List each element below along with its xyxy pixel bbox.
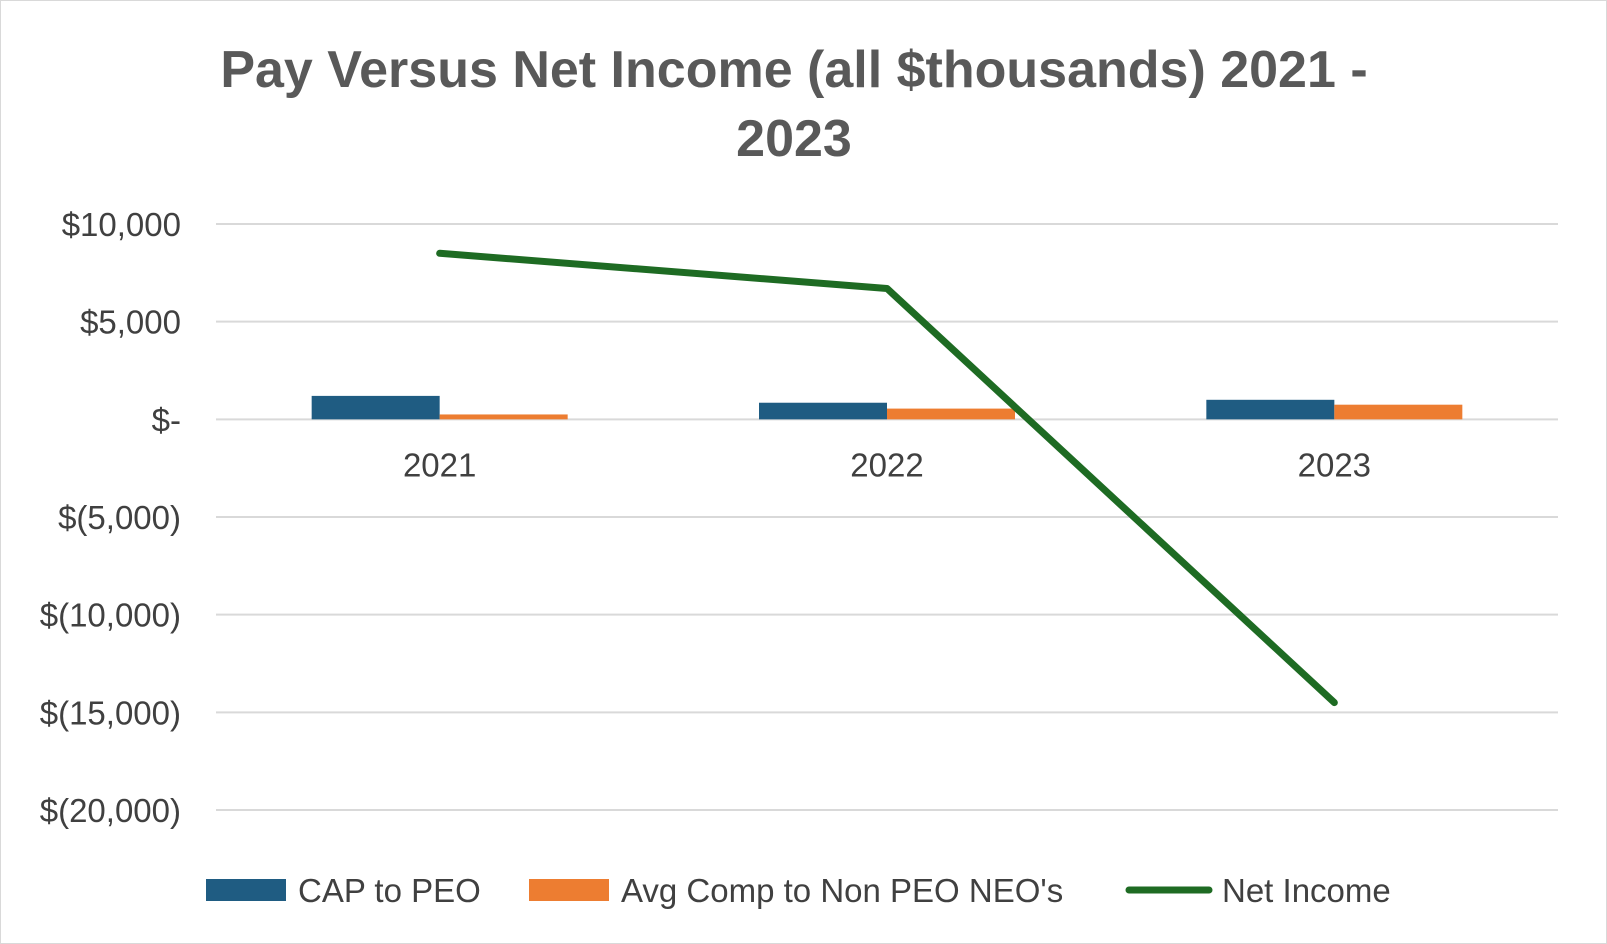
y-tick-label: $- [152, 401, 181, 438]
y-tick-label: $(5,000) [58, 499, 181, 536]
y-tick-label: $(20,000) [40, 792, 181, 829]
legend-item-avg-comp-to-non-peo-neo-s: Avg Comp to Non PEO NEO's [529, 872, 1063, 909]
y-axis: $10,000 $5,000 $- $(5,000) $(10,000) $(15,000… [40, 206, 181, 829]
legend-item-net-income: Net Income [1125, 872, 1391, 909]
line-point-2023 [1333, 702, 1335, 704]
legend-swatch [206, 879, 286, 901]
y-tick-label: $10,000 [62, 206, 181, 243]
bar-cap-to-peo-2023 [1206, 399, 1335, 420]
y-tick-label: $(15,000) [40, 694, 181, 731]
bars [311, 395, 1463, 420]
y-tick-label: $(10,000) [40, 597, 181, 634]
x-tick-label: 2022 [850, 446, 923, 483]
chart-title-line-1: Pay Versus Net Income (all $thousands) 2… [220, 41, 1367, 99]
legend-label: Net Income [1222, 872, 1391, 909]
legend-item-cap-to-peo: CAP to PEO [206, 872, 481, 909]
x-tick-label: 2021 [403, 446, 476, 483]
gridlines [216, 223, 1558, 811]
chart-title-line-2: 2023 [736, 110, 852, 168]
chart-title: Pay Versus Net Income (all $thousands) 2… [220, 41, 1367, 168]
bar-cap-to-peo-2021 [311, 395, 440, 420]
net-income-series [436, 249, 1338, 707]
legend-label: Avg Comp to Non PEO NEO's [621, 872, 1063, 909]
bar-avg-comp-to-non-peo-neo-s-2023 [1334, 404, 1463, 420]
line-point-2022 [886, 287, 888, 289]
bar-cap-to-peo-2022 [759, 402, 887, 420]
legend: CAP to PEO Avg Comp to Non PEO NEO's Net I… [206, 872, 1391, 909]
x-tick-label: 2023 [1298, 446, 1371, 483]
legend-swatch [529, 879, 609, 901]
bar-avg-comp-to-non-peo-neo-s-2021 [439, 414, 568, 420]
legend-label: CAP to PEO [298, 872, 481, 909]
y-tick-label: $5,000 [80, 304, 181, 341]
x-axis: 2021 2022 2023 [403, 446, 1371, 483]
bar-avg-comp-to-non-peo-neo-s-2022 [887, 408, 1015, 420]
line-point-2021 [439, 252, 441, 254]
